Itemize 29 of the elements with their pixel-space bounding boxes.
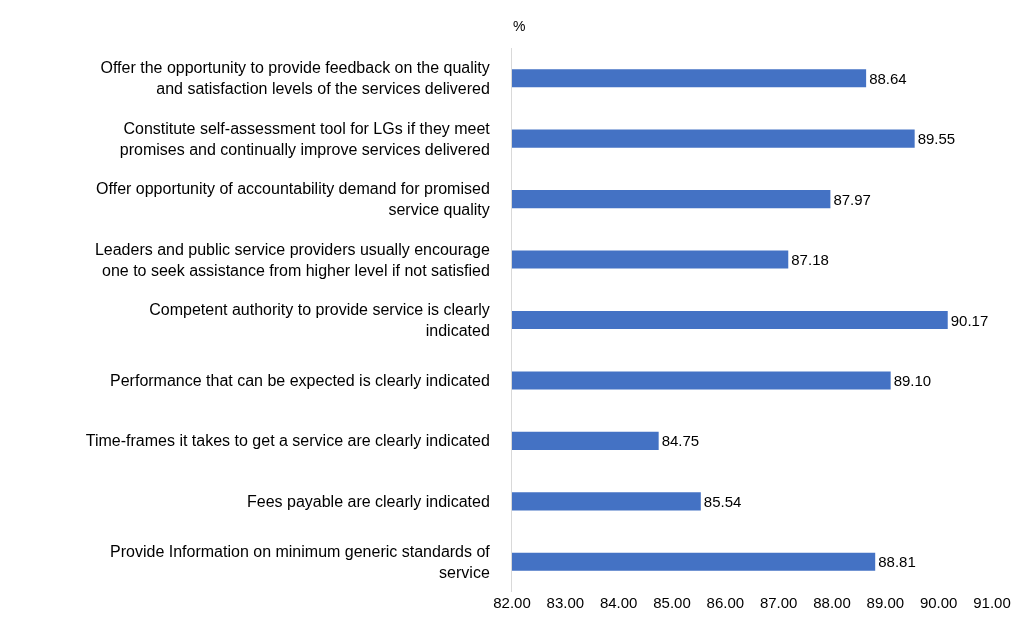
y-tick-label: Offer opportunity of accountability demand for promised service quality (96, 180, 490, 219)
data-label: 89.55 (917, 130, 956, 148)
data-label: 87.97 (833, 190, 871, 208)
x-tick-label: 82.00 (493, 594, 531, 611)
y-tick-label: Time-frames it takes to get a service are clearly indicated (85, 432, 490, 450)
data-label: 85.54 (703, 492, 742, 510)
x-tick-label: 85.00 (653, 594, 691, 611)
data-label: 84.75 (661, 432, 700, 450)
y-tick-label: Leaders and public service providers usually encourage one to seek assistance from higher level if not satisfied (94, 240, 490, 279)
y-tick-label: Fees payable are clearly indicated (246, 492, 490, 510)
data-label: 88.64 (869, 69, 907, 87)
y-tick-label: Performance that can be expected is clearly indicated (110, 372, 490, 390)
x-tick-label: 88.00 (813, 594, 851, 611)
x-tick-label: 84.00 (599, 594, 638, 611)
x-tick-label: 89.00 (866, 594, 905, 611)
y-tick-label: Constitute self-assessment tool for LGs if they meet promises and continually improve services delivered (119, 119, 491, 158)
x-tick-label: 87.00 (759, 594, 798, 611)
x-tick-label: 86.00 (706, 594, 745, 611)
data-label: 87.18 (791, 251, 829, 269)
x-tick-label: 91.00 (973, 594, 1011, 611)
x-tick-label: 90.00 (919, 594, 958, 611)
data-label: 90.17 (950, 311, 989, 329)
data-label: 88.81 (878, 553, 916, 571)
data-label: 89.10 (893, 371, 932, 389)
y-tick-label: Offer the opportunity to provide feedback on the quality and satisfaction levels of the services delivered (100, 59, 490, 98)
y-tick-label: Competent authority to provide service is clearly indicated (149, 301, 490, 339)
x-tick-label: 83.00 (546, 594, 585, 611)
y-tick-label: Provide Information on minimum generic standards of service (110, 542, 491, 581)
x-axis-title: % (513, 18, 526, 34)
